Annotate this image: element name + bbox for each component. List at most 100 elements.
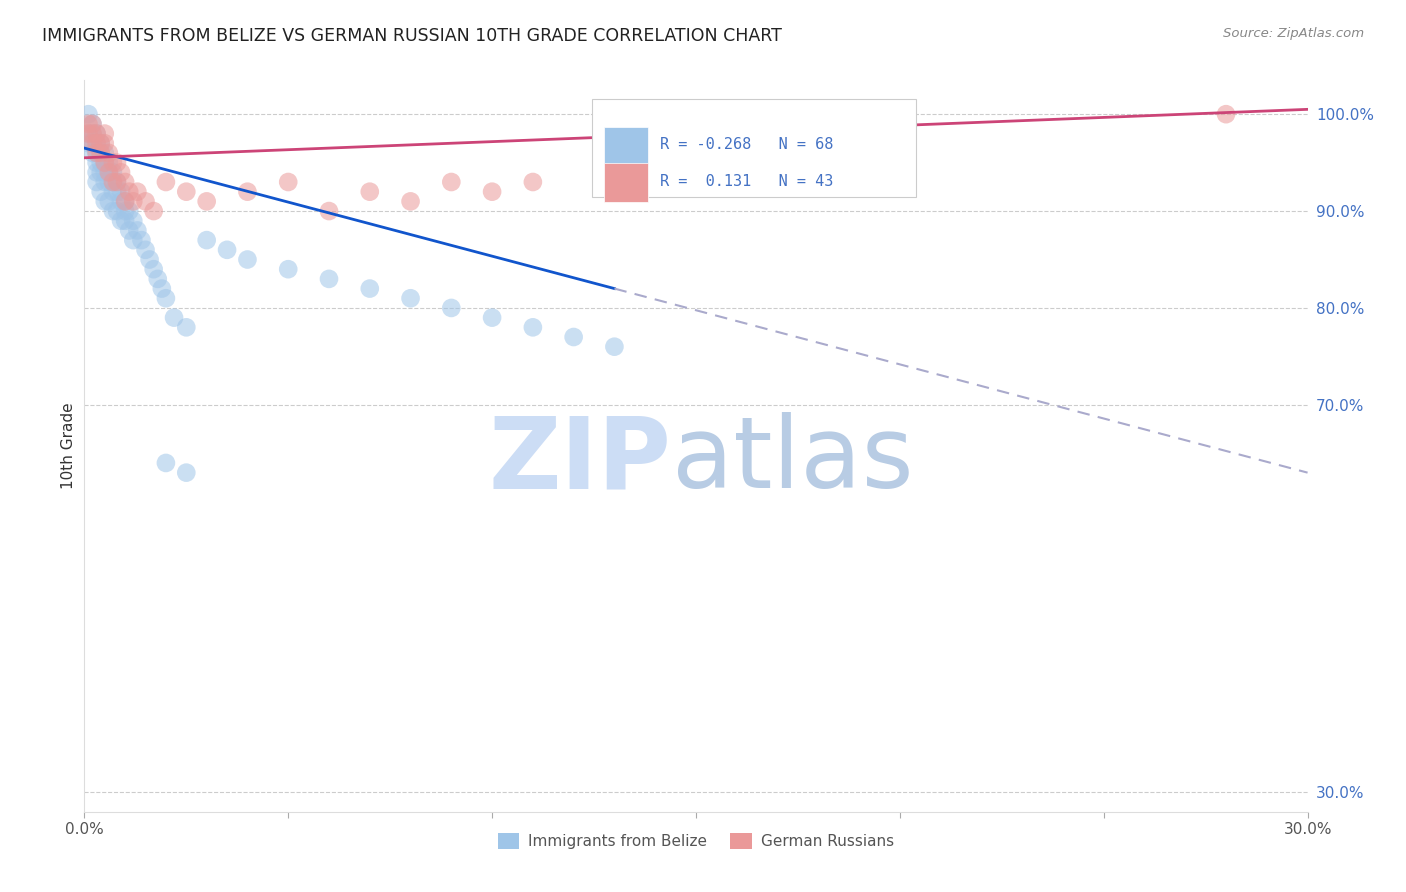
Point [101, 175, 124, 189]
Point [77, 136, 100, 151]
Point [114, 175, 136, 189]
Legend: Immigrants from Belize, German Russians: Immigrants from Belize, German Russians [492, 827, 900, 855]
Point [110, 185, 132, 199]
Text: IMMIGRANTS FROM BELIZE VS GERMAN RUSSIAN 10TH GRADE CORRELATION CHART: IMMIGRANTS FROM BELIZE VS GERMAN RUSSIAN… [42, 27, 782, 45]
Point [110, 194, 132, 209]
Point [195, 233, 218, 247]
Point [86, 155, 108, 169]
Point [399, 291, 422, 305]
Point [110, 165, 132, 179]
Point [93, 175, 115, 189]
Point [90, 145, 112, 160]
Point [603, 165, 626, 179]
Point [97, 175, 120, 189]
Point [118, 223, 141, 237]
Point [277, 175, 299, 189]
Point [481, 310, 503, 325]
Point [105, 155, 128, 169]
Point [318, 272, 340, 286]
Y-axis label: 10th Grade: 10th Grade [60, 402, 76, 490]
Point [562, 330, 585, 344]
Point [685, 155, 707, 169]
Point [77, 117, 100, 131]
Point [93, 194, 115, 209]
Point [277, 262, 299, 277]
Point [481, 185, 503, 199]
Point [77, 127, 100, 141]
Point [93, 155, 115, 169]
Point [440, 175, 463, 189]
Point [174, 185, 197, 199]
Point [114, 194, 136, 209]
Point [110, 213, 132, 227]
FancyBboxPatch shape [605, 163, 648, 202]
Point [82, 127, 104, 141]
Point [150, 282, 173, 296]
Point [90, 145, 112, 160]
Point [359, 185, 381, 199]
Point [77, 107, 100, 121]
Text: R =  0.131   N = 43: R = 0.131 N = 43 [661, 174, 834, 188]
Point [101, 204, 124, 219]
Point [101, 165, 124, 179]
Point [122, 233, 145, 247]
Point [82, 136, 104, 151]
Text: ZIP: ZIP [489, 412, 672, 509]
Point [105, 175, 128, 189]
Point [318, 204, 340, 219]
Point [155, 456, 177, 470]
Point [155, 175, 177, 189]
Point [359, 282, 381, 296]
Point [101, 175, 124, 189]
Text: R = -0.268   N = 68: R = -0.268 N = 68 [661, 137, 834, 152]
Point [82, 117, 104, 131]
Point [1215, 107, 1237, 121]
Point [603, 340, 626, 354]
Point [146, 272, 169, 286]
Text: Source: ZipAtlas.com: Source: ZipAtlas.com [1223, 27, 1364, 40]
Point [93, 145, 115, 160]
Point [217, 243, 239, 257]
Point [440, 301, 463, 315]
Point [122, 194, 145, 209]
Point [142, 204, 165, 219]
Point [93, 127, 115, 141]
Point [399, 194, 422, 209]
Point [86, 136, 108, 151]
Point [101, 185, 124, 199]
Point [105, 204, 128, 219]
Point [93, 136, 115, 151]
Point [114, 204, 136, 219]
Point [93, 165, 115, 179]
Point [142, 262, 165, 277]
Text: atlas: atlas [672, 412, 912, 509]
Point [114, 194, 136, 209]
Point [105, 175, 128, 189]
Point [236, 252, 259, 267]
Point [131, 233, 153, 247]
Point [86, 127, 108, 141]
Point [127, 223, 149, 237]
Point [522, 175, 544, 189]
Point [82, 127, 104, 141]
Point [86, 165, 108, 179]
Point [97, 194, 120, 209]
Point [101, 155, 124, 169]
Point [105, 185, 128, 199]
Point [90, 136, 112, 151]
Point [82, 117, 104, 131]
FancyBboxPatch shape [592, 99, 917, 197]
Point [97, 165, 120, 179]
Point [86, 136, 108, 151]
Point [195, 194, 218, 209]
Point [90, 165, 112, 179]
Point [97, 165, 120, 179]
Point [97, 145, 120, 160]
Point [135, 243, 157, 257]
Point [97, 155, 120, 169]
Point [82, 145, 104, 160]
Point [77, 127, 100, 141]
Point [522, 320, 544, 334]
Point [118, 204, 141, 219]
Point [114, 213, 136, 227]
